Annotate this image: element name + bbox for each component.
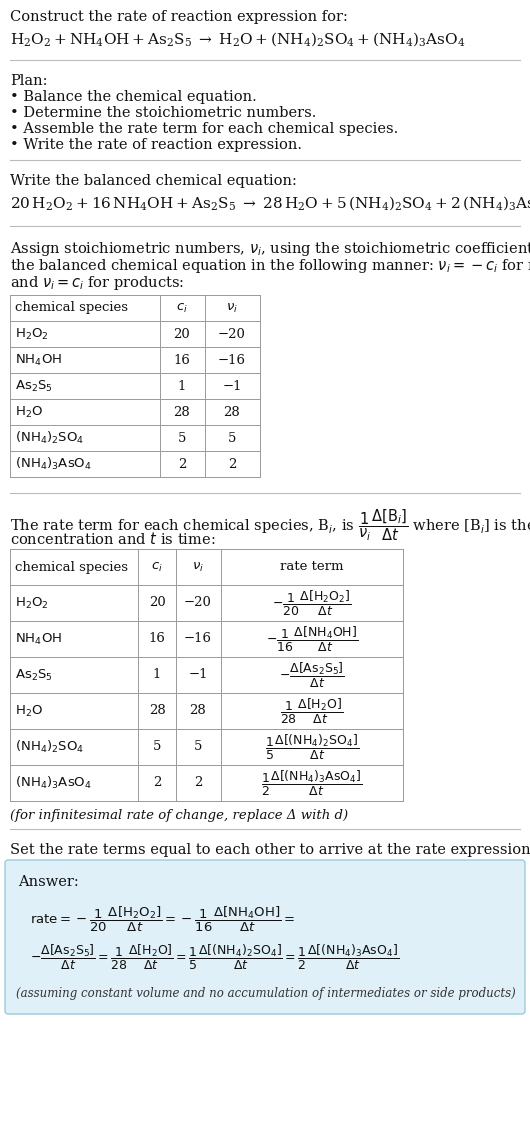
Text: Write the balanced chemical equation:: Write the balanced chemical equation: — [10, 174, 297, 188]
Text: $\mathrm{H_2O}$: $\mathrm{H_2O}$ — [15, 404, 43, 419]
Text: • Balance the chemical equation.: • Balance the chemical equation. — [10, 90, 257, 104]
Text: 16: 16 — [148, 633, 165, 645]
Text: 1: 1 — [178, 379, 186, 393]
Text: $\mathrm{(NH_4)_2SO_4}$: $\mathrm{(NH_4)_2SO_4}$ — [15, 429, 84, 447]
Text: $-\dfrac{1}{16}\dfrac{\Delta[\mathrm{NH_4OH}]}{\Delta t}$: $-\dfrac{1}{16}\dfrac{\Delta[\mathrm{NH_… — [266, 625, 358, 653]
Text: $\mathrm{NH_4OH}$: $\mathrm{NH_4OH}$ — [15, 353, 63, 368]
Text: $c_i$: $c_i$ — [176, 301, 188, 314]
Text: $-\dfrac{\Delta[\mathrm{As_2S_5}]}{\Delta t}$: $-\dfrac{\Delta[\mathrm{As_2S_5}]}{\Delt… — [279, 660, 345, 690]
Text: the balanced chemical equation in the following manner: $\nu_i = -c_i$ for react: the balanced chemical equation in the fo… — [10, 257, 530, 275]
Text: $\nu_i$: $\nu_i$ — [226, 301, 238, 314]
Text: 5: 5 — [153, 740, 161, 754]
Text: 2: 2 — [194, 777, 202, 789]
Text: concentration and $t$ is time:: concentration and $t$ is time: — [10, 531, 216, 547]
Text: 2: 2 — [228, 458, 236, 471]
Text: • Write the rate of reaction expression.: • Write the rate of reaction expression. — [10, 138, 302, 152]
Text: (for infinitesimal rate of change, replace Δ with d): (for infinitesimal rate of change, repla… — [10, 809, 348, 822]
Text: −20: −20 — [218, 328, 246, 340]
Text: • Assemble the rate term for each chemical species.: • Assemble the rate term for each chemic… — [10, 122, 398, 136]
Text: chemical species: chemical species — [15, 301, 128, 314]
Text: −16: −16 — [218, 354, 246, 367]
Text: $\dfrac{1}{28}\dfrac{\Delta[\mathrm{H_2O}]}{\Delta t}$: $\dfrac{1}{28}\dfrac{\Delta[\mathrm{H_2O… — [280, 697, 343, 725]
Text: 1: 1 — [153, 668, 161, 682]
Text: • Determine the stoichiometric numbers.: • Determine the stoichiometric numbers. — [10, 106, 316, 120]
Text: The rate term for each chemical species, B$_i$, is $\dfrac{1}{\nu_i}\dfrac{\Delt: The rate term for each chemical species,… — [10, 507, 530, 542]
Text: chemical species: chemical species — [15, 561, 128, 573]
Text: $\mathrm{As_2S_5}$: $\mathrm{As_2S_5}$ — [15, 667, 53, 683]
Text: 2: 2 — [153, 777, 161, 789]
Text: Assign stoichiometric numbers, $\nu_i$, using the stoichiometric coefficients, $: Assign stoichiometric numbers, $\nu_i$, … — [10, 240, 530, 258]
Text: $c_i$: $c_i$ — [151, 561, 163, 573]
Text: −1: −1 — [188, 668, 208, 682]
Text: Plan:: Plan: — [10, 74, 48, 88]
Text: 5: 5 — [194, 740, 202, 754]
Text: $\dfrac{1}{2}\dfrac{\Delta[\mathrm{(NH_4)_3AsO_4}]}{\Delta t}$: $\dfrac{1}{2}\dfrac{\Delta[\mathrm{(NH_4… — [261, 769, 363, 797]
Text: $\mathrm{rate} = -\dfrac{1}{20}\dfrac{\Delta[\mathrm{H_2O_2}]}{\Delta t}= -\dfra: $\mathrm{rate} = -\dfrac{1}{20}\dfrac{\D… — [30, 904, 295, 934]
Text: 28: 28 — [174, 405, 190, 418]
Text: $-\dfrac{\Delta[\mathrm{As_2S_5}]}{\Delta t}= \dfrac{1}{28}\dfrac{\Delta[\mathrm: $-\dfrac{\Delta[\mathrm{As_2S_5}]}{\Delt… — [30, 943, 399, 972]
Text: $\mathrm{(NH_4)_3AsO_4}$: $\mathrm{(NH_4)_3AsO_4}$ — [15, 775, 92, 791]
Text: −16: −16 — [184, 633, 212, 645]
Text: Answer:: Answer: — [18, 875, 79, 888]
Text: $\mathrm{(NH_4)_3AsO_4}$: $\mathrm{(NH_4)_3AsO_4}$ — [15, 456, 92, 472]
Text: $\mathregular{H_2O_2 + NH_4OH + As_2S_5 \;\rightarrow\; H_2O + (NH_4)_2SO_4 + (N: $\mathregular{H_2O_2 + NH_4OH + As_2S_5 … — [10, 30, 465, 48]
Text: Construct the rate of reaction expression for:: Construct the rate of reaction expressio… — [10, 10, 348, 24]
Text: 20: 20 — [148, 596, 165, 610]
FancyBboxPatch shape — [5, 860, 525, 1014]
Text: 28: 28 — [224, 405, 241, 418]
Text: (assuming constant volume and no accumulation of intermediates or side products): (assuming constant volume and no accumul… — [16, 987, 516, 1000]
Text: 2: 2 — [178, 458, 186, 471]
Text: $\dfrac{1}{5}\dfrac{\Delta[\mathrm{(NH_4)_2SO_4}]}{\Delta t}$: $\dfrac{1}{5}\dfrac{\Delta[\mathrm{(NH_4… — [265, 732, 359, 762]
Text: 5: 5 — [178, 432, 186, 444]
Text: Set the rate terms equal to each other to arrive at the rate expression:: Set the rate terms equal to each other t… — [10, 843, 530, 856]
Text: $-\dfrac{1}{20}\dfrac{\Delta[\mathrm{H_2O_2}]}{\Delta t}$: $-\dfrac{1}{20}\dfrac{\Delta[\mathrm{H_2… — [272, 588, 352, 618]
Text: $\mathregular{20\, H_2O_2 + 16\, NH_4OH + As_2S_5 \;\rightarrow\; 28\, H_2O + 5\: $\mathregular{20\, H_2O_2 + 16\, NH_4OH … — [10, 194, 530, 211]
Text: 28: 28 — [190, 705, 206, 717]
Text: $\mathrm{As_2S_5}$: $\mathrm{As_2S_5}$ — [15, 378, 53, 394]
Text: $\mathrm{H_2O_2}$: $\mathrm{H_2O_2}$ — [15, 327, 49, 341]
Text: −20: −20 — [184, 596, 212, 610]
Text: 28: 28 — [148, 705, 165, 717]
Text: 5: 5 — [228, 432, 236, 444]
Text: $\mathrm{H_2O}$: $\mathrm{H_2O}$ — [15, 703, 43, 718]
Text: 20: 20 — [174, 328, 190, 340]
Text: $\mathrm{(NH_4)_2SO_4}$: $\mathrm{(NH_4)_2SO_4}$ — [15, 739, 84, 755]
Text: 16: 16 — [173, 354, 190, 367]
Text: $\mathrm{NH_4OH}$: $\mathrm{NH_4OH}$ — [15, 632, 63, 646]
Text: $\mathrm{H_2O_2}$: $\mathrm{H_2O_2}$ — [15, 595, 49, 611]
Text: and $\nu_i = c_i$ for products:: and $\nu_i = c_i$ for products: — [10, 274, 184, 292]
Text: −1: −1 — [222, 379, 242, 393]
Text: $\nu_i$: $\nu_i$ — [192, 561, 204, 573]
Text: rate term: rate term — [280, 561, 344, 573]
